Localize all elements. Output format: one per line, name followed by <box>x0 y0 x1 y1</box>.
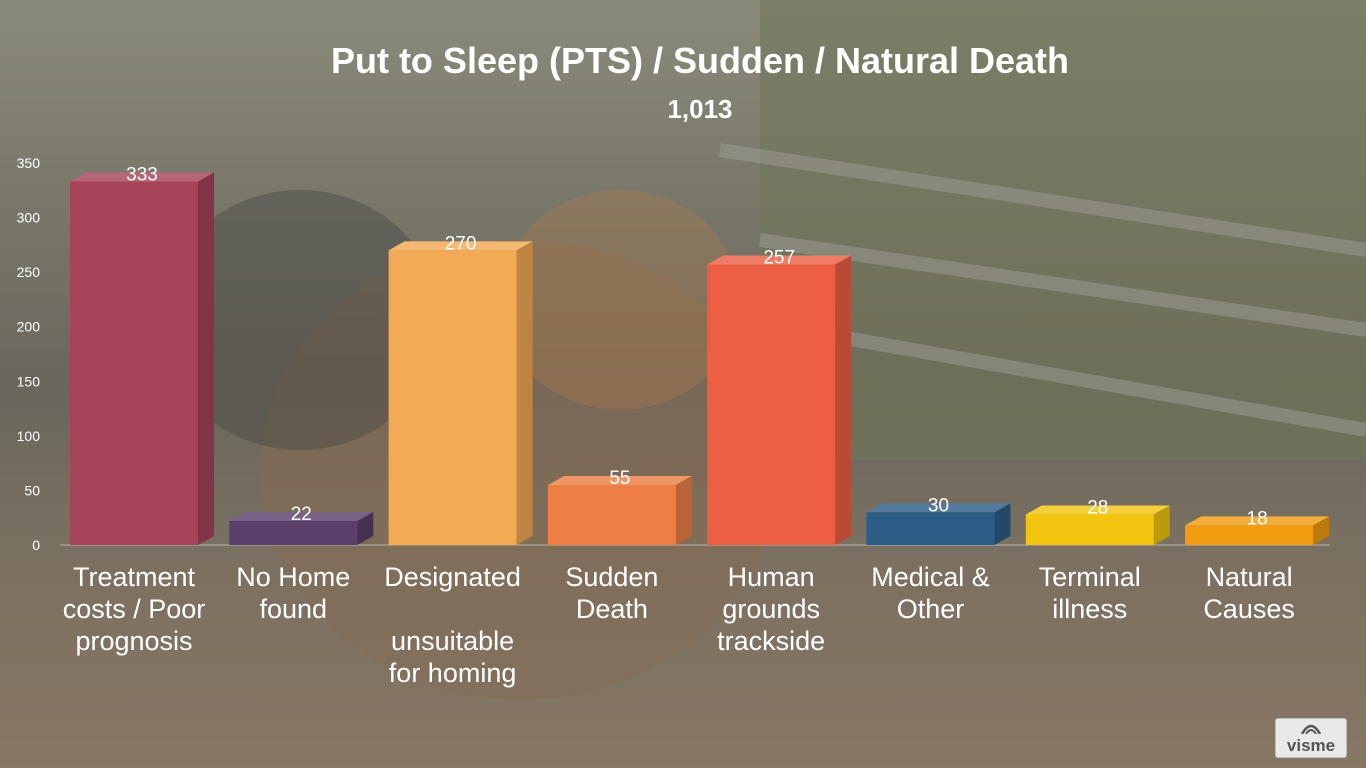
y-tick-label: 350 <box>17 155 41 171</box>
category-label: Human grounds trackside <box>717 562 826 656</box>
bar-side-face <box>835 255 852 545</box>
chart-title: Put to Sleep (PTS) / Sudden / Natural De… <box>330 40 1070 81</box>
category-label: No Home found <box>236 562 351 624</box>
y-tick-label: 50 <box>24 482 40 498</box>
category-label: Sudden Death <box>565 562 659 624</box>
bar-side-face <box>1313 516 1330 545</box>
data-label: 55 <box>609 468 630 489</box>
y-tick-label: 0 <box>32 537 40 553</box>
bar-side-face <box>1153 505 1170 545</box>
data-label: 30 <box>928 495 949 516</box>
bar-side-face <box>516 241 533 546</box>
bar-side-face <box>994 503 1011 545</box>
y-tick-label: 100 <box>17 428 41 444</box>
bar <box>866 512 995 545</box>
category-label: Treatment costs / Poor prognosis <box>62 562 206 656</box>
data-label: 257 <box>763 248 795 269</box>
bar <box>229 520 358 545</box>
bar-top-face <box>388 241 533 251</box>
bar-top-face <box>547 475 692 485</box>
category-label: Terminal illness <box>1038 562 1141 624</box>
bar-top-face <box>1025 505 1170 515</box>
data-label: 18 <box>1247 508 1268 529</box>
bar-side-face <box>675 475 692 545</box>
bar-side-face <box>357 511 374 545</box>
bar <box>707 264 836 545</box>
bar-side-face <box>198 172 214 545</box>
y-tick-label: 150 <box>17 373 41 389</box>
bar <box>1185 525 1314 545</box>
category-label: Natural Causes <box>1203 562 1295 624</box>
y-tick-label: 250 <box>17 264 41 280</box>
data-label: 28 <box>1087 497 1108 518</box>
bar <box>1025 514 1154 545</box>
category-label: Medical & Other <box>871 562 990 624</box>
bar-top-face <box>70 172 214 182</box>
bar-top-face <box>866 503 1011 513</box>
visme-logo[interactable]: visme <box>1275 718 1347 758</box>
y-tick-label: 200 <box>17 319 41 335</box>
bar <box>388 250 517 546</box>
data-label: 270 <box>445 233 477 254</box>
y-tick-label: 300 <box>17 210 41 226</box>
bar-top-face <box>1185 516 1330 526</box>
bar-top-face <box>707 255 852 265</box>
category-label: Designated unsuitable for homing <box>384 562 521 688</box>
chart-subtitle-total: 1,013 <box>667 94 733 124</box>
bar-top-face <box>229 511 374 521</box>
visme-mark-icon <box>1300 724 1322 734</box>
data-label: 333 <box>126 165 158 186</box>
data-label: 22 <box>291 504 312 525</box>
bar <box>70 181 198 545</box>
visme-wordmark: visme <box>1286 736 1336 755</box>
bar <box>547 484 676 545</box>
